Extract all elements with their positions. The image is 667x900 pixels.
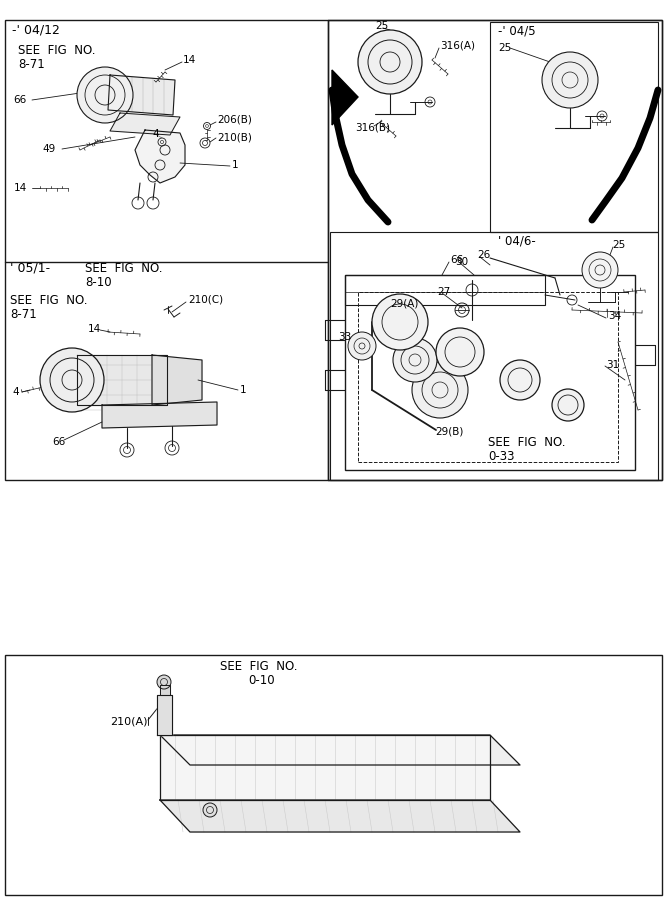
Circle shape: [436, 328, 484, 376]
Polygon shape: [160, 685, 170, 695]
Text: 25: 25: [375, 21, 388, 31]
Circle shape: [348, 332, 376, 360]
Text: 8-71: 8-71: [18, 58, 45, 71]
Circle shape: [203, 803, 217, 817]
Text: 4: 4: [152, 129, 159, 139]
Text: 210(B): 210(B): [217, 132, 252, 142]
Polygon shape: [135, 130, 185, 183]
Circle shape: [552, 389, 584, 421]
Bar: [358, 292, 618, 462]
Text: 66: 66: [13, 95, 26, 105]
Text: 30: 30: [455, 257, 468, 267]
Circle shape: [393, 338, 437, 382]
Text: 210(A): 210(A): [110, 717, 147, 727]
Bar: [328, 20, 662, 480]
Text: SEE  FIG  NO.: SEE FIG NO.: [85, 262, 163, 274]
Circle shape: [412, 362, 468, 418]
Text: 26: 26: [477, 250, 490, 260]
Text: 27: 27: [437, 287, 450, 297]
Text: SEE  FIG  NO.: SEE FIG NO.: [10, 293, 87, 307]
Bar: [345, 275, 635, 470]
Bar: [190, 740, 485, 760]
Bar: [490, 22, 658, 232]
Bar: [345, 275, 545, 305]
Text: 316(A): 316(A): [440, 41, 475, 51]
Polygon shape: [160, 800, 520, 832]
Text: ' 04/6-: ' 04/6-: [498, 235, 536, 248]
Text: 0-10: 0-10: [248, 674, 275, 688]
Circle shape: [372, 294, 428, 350]
Text: -' 04/12: -' 04/12: [12, 23, 60, 37]
Bar: [330, 232, 658, 480]
Text: 25: 25: [612, 240, 625, 250]
Bar: [5, 20, 662, 480]
Text: 1: 1: [240, 385, 247, 395]
Text: 210(C): 210(C): [188, 295, 223, 305]
Circle shape: [500, 360, 540, 400]
Polygon shape: [152, 355, 202, 405]
Text: 14: 14: [88, 324, 101, 334]
Text: -' 04/5: -' 04/5: [498, 24, 536, 38]
Text: 8-10: 8-10: [85, 276, 111, 290]
Text: SEE  FIG  NO.: SEE FIG NO.: [220, 661, 297, 673]
Polygon shape: [110, 113, 180, 135]
Polygon shape: [160, 735, 490, 800]
Text: ' 05/1-: ' 05/1-: [10, 262, 50, 274]
Text: 49: 49: [42, 144, 55, 154]
Text: 66: 66: [450, 255, 464, 265]
Text: 34: 34: [608, 311, 621, 321]
Text: 206(B): 206(B): [217, 115, 252, 125]
Text: SEE  FIG  NO.: SEE FIG NO.: [488, 436, 566, 448]
Circle shape: [582, 252, 618, 288]
Text: 33: 33: [338, 332, 352, 342]
Circle shape: [157, 675, 171, 689]
Circle shape: [358, 30, 422, 94]
Text: 1: 1: [232, 160, 239, 170]
Polygon shape: [77, 355, 167, 405]
Text: 25: 25: [498, 43, 511, 53]
Text: 66: 66: [52, 437, 65, 447]
Text: 31: 31: [606, 360, 619, 370]
Circle shape: [40, 348, 104, 412]
Text: 316(B): 316(B): [355, 122, 390, 132]
Text: 29(B): 29(B): [435, 427, 464, 437]
Circle shape: [77, 67, 133, 123]
Text: 8-71: 8-71: [10, 309, 37, 321]
Text: SEE  FIG  NO.: SEE FIG NO.: [18, 44, 95, 58]
Text: 14: 14: [183, 55, 196, 65]
Bar: [5, 655, 662, 895]
Text: 0-33: 0-33: [488, 451, 514, 464]
Polygon shape: [160, 735, 520, 765]
Circle shape: [542, 52, 598, 108]
Text: 29(A): 29(A): [390, 298, 418, 308]
Polygon shape: [332, 70, 358, 125]
Text: 4: 4: [12, 387, 19, 397]
Polygon shape: [102, 402, 217, 428]
Polygon shape: [157, 695, 172, 735]
Polygon shape: [108, 75, 175, 115]
Text: 14: 14: [14, 183, 27, 193]
